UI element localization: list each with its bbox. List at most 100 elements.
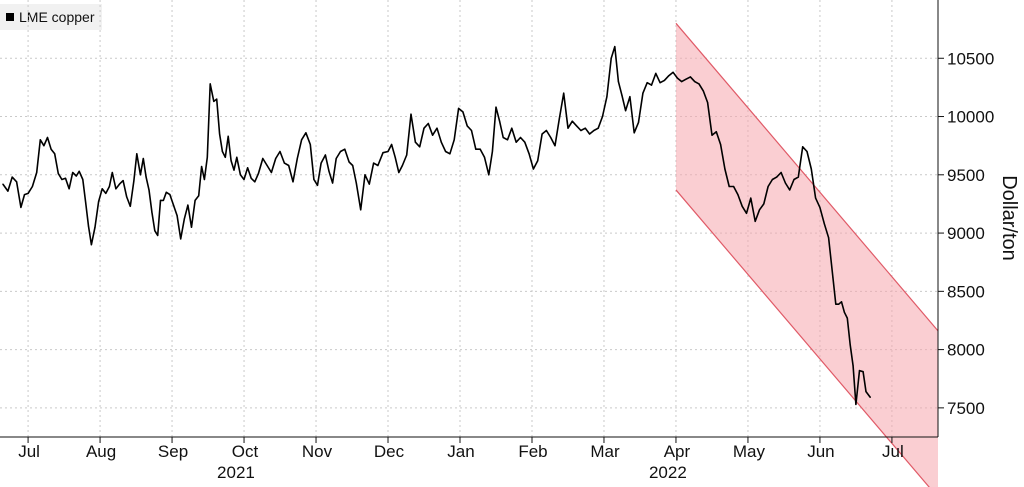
data-point bbox=[689, 76, 692, 78]
data-point bbox=[387, 150, 389, 153]
data-point bbox=[728, 185, 730, 188]
data-point bbox=[219, 133, 221, 135]
data-point bbox=[541, 133, 543, 135]
data-point bbox=[203, 178, 205, 181]
data-point bbox=[57, 173, 59, 175]
data-point bbox=[213, 100, 215, 102]
data-point bbox=[348, 161, 350, 163]
data-point bbox=[784, 182, 787, 184]
data-point bbox=[483, 156, 486, 158]
data-point bbox=[621, 95, 623, 97]
chart-legend: LME copper bbox=[0, 4, 103, 30]
data-point bbox=[360, 209, 362, 211]
data-point bbox=[7, 190, 9, 192]
data-point bbox=[275, 157, 277, 160]
data-point bbox=[206, 156, 208, 158]
data-point bbox=[224, 156, 226, 158]
data-point bbox=[283, 162, 285, 164]
data-point bbox=[313, 178, 315, 181]
x-tick-label: Sep bbox=[158, 442, 188, 461]
data-point bbox=[724, 168, 726, 170]
data-point bbox=[819, 206, 821, 208]
data-point bbox=[122, 180, 124, 182]
data-point bbox=[733, 185, 735, 188]
data-point bbox=[419, 146, 421, 148]
data-point bbox=[815, 197, 817, 199]
data-point bbox=[659, 82, 661, 84]
data-point bbox=[39, 139, 41, 141]
x-tick-label: May bbox=[733, 442, 766, 461]
data-point bbox=[151, 211, 153, 213]
data-point bbox=[655, 72, 657, 74]
data-point bbox=[305, 132, 307, 134]
data-point bbox=[216, 98, 218, 100]
data-point bbox=[597, 127, 599, 129]
data-point bbox=[694, 81, 696, 83]
data-point bbox=[180, 238, 182, 240]
data-point bbox=[440, 141, 442, 143]
legend-label: LME copper bbox=[19, 9, 95, 25]
data-point bbox=[633, 132, 635, 134]
data-point bbox=[589, 133, 591, 135]
data-point bbox=[685, 78, 687, 80]
x-tick-label: Jul bbox=[18, 442, 40, 461]
data-point bbox=[142, 157, 144, 160]
data-point bbox=[169, 194, 171, 196]
data-point bbox=[279, 150, 281, 153]
data-point bbox=[230, 160, 232, 162]
data-point bbox=[763, 203, 765, 205]
data-point bbox=[580, 129, 582, 132]
data-point bbox=[436, 127, 438, 129]
data-point bbox=[262, 157, 264, 160]
data-point bbox=[398, 171, 400, 174]
data-point bbox=[458, 107, 460, 109]
grid-layer bbox=[0, 0, 938, 437]
data-point bbox=[470, 129, 473, 132]
data-point bbox=[31, 185, 33, 188]
data-point bbox=[129, 205, 131, 207]
data-point bbox=[432, 134, 434, 136]
data-point bbox=[243, 178, 245, 181]
data-point bbox=[364, 174, 366, 176]
data-point bbox=[54, 153, 56, 155]
data-point bbox=[94, 226, 96, 228]
data-point bbox=[846, 317, 848, 319]
data-point bbox=[108, 185, 110, 188]
data-point bbox=[488, 174, 490, 176]
data-point bbox=[64, 177, 67, 179]
data-point bbox=[194, 199, 196, 201]
data-point bbox=[2, 183, 4, 185]
data-point bbox=[576, 125, 578, 127]
data-point bbox=[563, 92, 565, 94]
data-point bbox=[537, 160, 539, 162]
data-point bbox=[87, 225, 90, 227]
downtrend-channel bbox=[675, 22, 939, 487]
data-point bbox=[865, 391, 867, 393]
data-point bbox=[715, 131, 717, 133]
x-tick-label: Dec bbox=[374, 442, 405, 461]
y-axis-title: Dollar/ton bbox=[998, 175, 1020, 261]
data-point bbox=[502, 136, 504, 139]
data-point bbox=[50, 148, 52, 150]
data-point bbox=[852, 365, 854, 367]
data-point bbox=[532, 168, 535, 170]
y-tick-label: 7500 bbox=[947, 399, 985, 418]
data-point bbox=[495, 106, 497, 108]
data-point bbox=[771, 178, 774, 181]
data-point bbox=[545, 129, 548, 132]
data-point bbox=[681, 81, 683, 83]
data-point bbox=[479, 148, 481, 150]
data-point bbox=[136, 153, 138, 155]
data-point bbox=[499, 120, 501, 122]
data-point bbox=[406, 154, 408, 156]
channel-fill bbox=[675, 23, 938, 487]
data-point bbox=[462, 111, 464, 113]
axis-layer bbox=[0, 0, 944, 443]
data-point bbox=[401, 164, 403, 167]
data-point bbox=[554, 145, 556, 147]
data-point bbox=[187, 204, 189, 206]
data-point bbox=[332, 182, 334, 184]
channel-lower-line bbox=[675, 189, 930, 487]
data-point bbox=[707, 101, 709, 104]
data-point bbox=[754, 220, 756, 222]
